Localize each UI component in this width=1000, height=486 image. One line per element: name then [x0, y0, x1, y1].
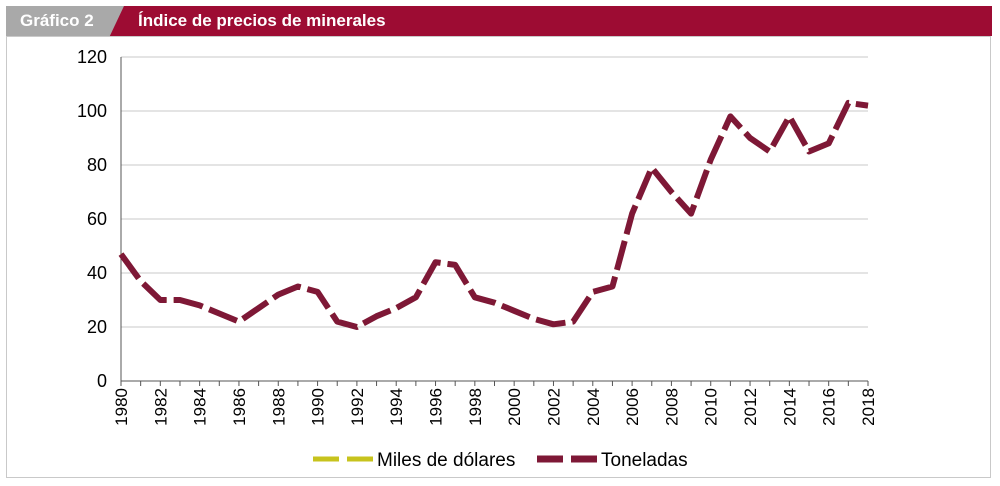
x-tick-label: 1990	[309, 388, 328, 426]
y-tick-label: 20	[87, 317, 107, 337]
series-line-1	[119, 100, 869, 329]
x-tick-label: 2016	[820, 388, 839, 426]
x-tick-label: 2010	[702, 388, 721, 426]
x-tick-label: 2004	[584, 388, 603, 426]
x-tick-label: 1988	[269, 388, 288, 426]
y-tick-label: 40	[87, 263, 107, 283]
chart-title: Índice de precios de minerales	[138, 11, 386, 30]
x-tick-label: 2008	[662, 388, 681, 426]
x-tick-label: 2000	[505, 388, 524, 426]
legend-label: Toneladas	[601, 450, 688, 471]
y-tick-label: 0	[97, 371, 107, 391]
x-tick-label: 1992	[348, 388, 367, 426]
x-tick-label: 2006	[623, 388, 642, 426]
x-tick-label: 2002	[544, 388, 563, 426]
x-tick-label: 2014	[780, 388, 799, 426]
x-tick-label: 1984	[191, 388, 210, 426]
legend-label: Miles de dólares	[377, 450, 515, 471]
y-tick-label: 60	[87, 209, 107, 229]
x-tick-label: 1982	[151, 388, 170, 426]
chart-header: Gráfico 2 Índice de precios de minerales	[6, 6, 992, 36]
header-bar	[6, 6, 992, 36]
x-tick-label: 1994	[387, 388, 406, 426]
x-tick-label: 2018	[859, 388, 878, 426]
y-tick-label: 120	[77, 47, 107, 67]
x-tick-label: 1996	[427, 388, 446, 426]
series-line-2	[118, 99, 869, 330]
y-tick-label: 100	[77, 101, 107, 121]
figure-number: Gráfico 2	[20, 11, 94, 30]
x-tick-label: 1980	[112, 388, 131, 426]
chart-frame	[6, 36, 991, 478]
header-tab	[6, 6, 124, 36]
y-tick-label: 80	[87, 155, 107, 175]
x-tick-label: 1986	[230, 388, 249, 426]
x-tick-label: 2012	[741, 388, 760, 426]
x-tick-label: 1998	[466, 388, 485, 426]
